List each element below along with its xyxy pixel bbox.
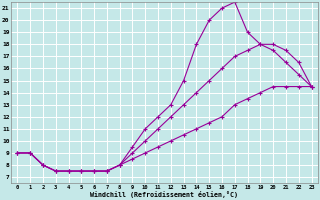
X-axis label: Windchill (Refroidissement éolien,°C): Windchill (Refroidissement éolien,°C) <box>91 191 238 198</box>
